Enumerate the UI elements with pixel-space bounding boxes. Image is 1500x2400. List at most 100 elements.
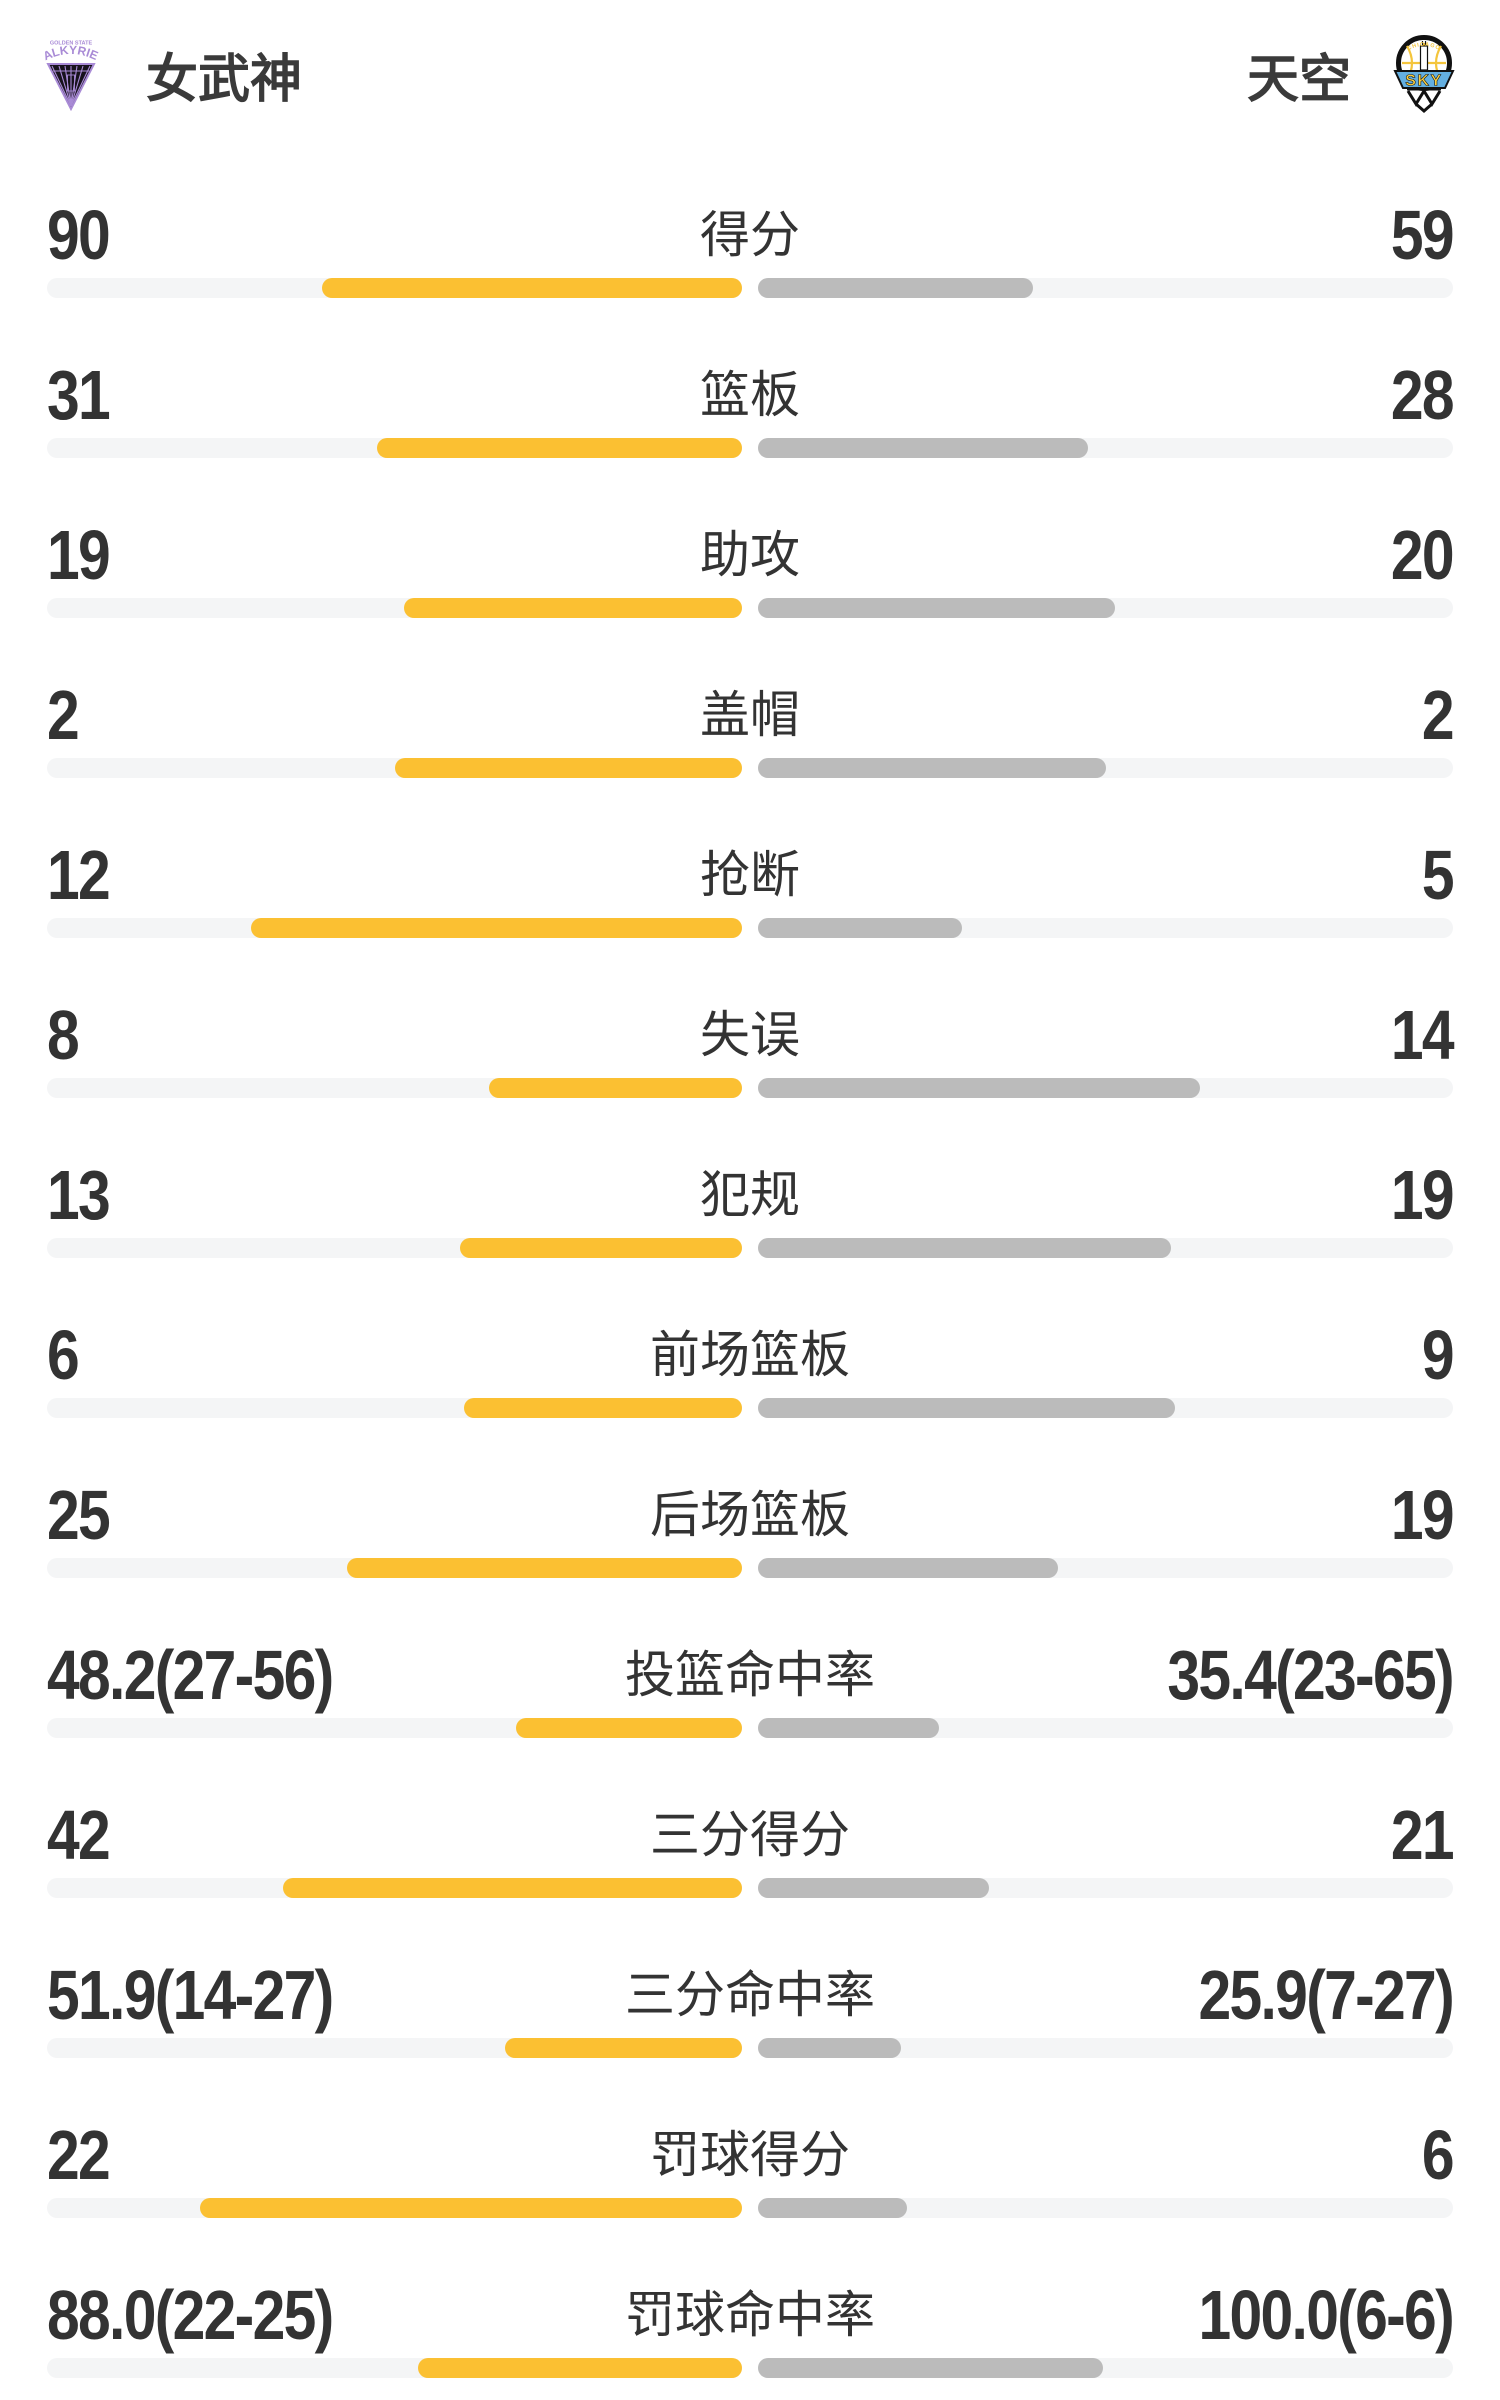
home-bar-fill [394, 758, 742, 778]
home-bar-track [47, 1718, 742, 1738]
away-bar-fill [758, 1398, 1175, 1418]
home-bar-track [47, 438, 742, 458]
sky-logo-top-text: CHICAGO [1407, 42, 1442, 52]
stat-row: 22 罚球得分 6 [47, 2116, 1455, 2218]
away-bar-fill [758, 598, 1115, 618]
away-stat-value: 25.9(7-27) [1198, 1956, 1455, 2034]
valkyries-rays [51, 65, 91, 107]
stat-row: 88.0(22-25) 罚球命中率 100.0(6-6) [47, 2276, 1455, 2378]
home-bar-track [47, 1878, 742, 1898]
stat-row: 51.9(14-27) 三分命中率 25.9(7-27) [47, 1956, 1455, 2058]
stat-label: 盖帽 [700, 687, 800, 743]
stat-label: 罚球得分 [650, 2127, 850, 2183]
home-bar-track [47, 918, 742, 938]
stat-row: 90 得分 59 [47, 200, 1455, 298]
away-team-header[interactable]: 天空 CHICAGO [1247, 35, 1455, 113]
sky-banner [1393, 70, 1455, 89]
away-bar-track [758, 1238, 1453, 1258]
away-bar-track [758, 758, 1453, 778]
home-stat-value: 31 [47, 356, 111, 434]
stats-comparison-list: 90 得分 59 31 篮板 28 19 助攻 [0, 200, 1500, 2378]
away-stat-value: 35.4(23-65) [1167, 1636, 1454, 1714]
home-team-name: 女武神 [146, 50, 303, 109]
stat-row: 48.2(27-56) 投篮命中率 35.4(23-65) [47, 1636, 1455, 1738]
stat-label: 篮板 [700, 367, 800, 423]
away-stat-value: 19 [1390, 1156, 1455, 1234]
stat-row: 31 篮板 28 [47, 356, 1455, 458]
away-bar-track [758, 2038, 1453, 2058]
stat-label: 三分命中率 [625, 1967, 875, 2023]
away-stat-value: 9 [1421, 1316, 1455, 1394]
home-bar-track [47, 1238, 742, 1258]
home-bar-fill [283, 1878, 742, 1898]
stat-label: 三分得分 [650, 1807, 850, 1863]
away-stat-value: 28 [1390, 356, 1455, 434]
sky-net [1406, 87, 1442, 113]
away-bar-track [758, 438, 1453, 458]
away-bar-track [758, 278, 1453, 298]
stat-row: 42 三分得分 21 [47, 1796, 1455, 1898]
away-bar-track [758, 2198, 1453, 2218]
home-stat-value: 88.0(22-25) [47, 2276, 334, 2354]
home-stat-value: 19 [47, 516, 111, 594]
away-team-name: 天空 [1246, 50, 1351, 109]
teams-header: GOLDEN STATE VALKYRIES 女武神 [0, 0, 1500, 113]
home-team-header[interactable]: GOLDEN STATE VALKYRIES 女武神 [38, 37, 302, 112]
stat-row: 8 失误 14 [47, 1000, 1455, 1098]
stat-row: 19 助攻 20 [47, 516, 1455, 618]
home-stat-value: 25 [47, 1476, 111, 1554]
valkyries-logo-top-text: GOLDEN STATE [50, 41, 93, 47]
away-bar-track [758, 1878, 1453, 1898]
stat-row: 25 后场篮板 19 [47, 1476, 1455, 1578]
stat-row: 6 前场篮板 9 [47, 1316, 1455, 1418]
away-bar-fill [758, 438, 1089, 458]
away-bar-fill [758, 1718, 939, 1738]
stat-label: 助攻 [700, 527, 800, 583]
home-stat-value: 13 [47, 1156, 111, 1234]
home-bar-track [47, 2198, 742, 2218]
home-bar-fill [403, 598, 742, 618]
away-bar-track [758, 1718, 1453, 1738]
home-stat-value: 12 [47, 836, 111, 914]
stat-label: 抢断 [700, 847, 800, 903]
stat-label: 前场篮板 [650, 1327, 850, 1383]
stat-label: 失误 [700, 1007, 800, 1063]
home-bar-track [47, 278, 742, 298]
away-bar-track [758, 598, 1453, 618]
stat-row: 2 盖帽 2 [47, 676, 1455, 778]
away-bar-track [758, 1398, 1453, 1418]
away-bar-fill [758, 278, 1034, 298]
home-bar-fill [505, 2038, 742, 2058]
home-bar-track [47, 1398, 742, 1418]
home-bar-fill [418, 2358, 742, 2378]
home-bar-fill [377, 438, 742, 458]
home-bar-fill [199, 2198, 742, 2218]
home-bar-track [47, 1078, 742, 1098]
away-stat-value: 100.0(6-6) [1198, 2276, 1455, 2354]
home-bar-track [47, 2038, 742, 2058]
home-bar-track [47, 1558, 742, 1578]
away-stat-value: 19 [1390, 1476, 1455, 1554]
home-bar-fill [322, 278, 742, 298]
home-stat-value: 22 [47, 2116, 111, 2194]
away-bar-fill [758, 918, 963, 938]
home-stat-value: 42 [47, 1796, 111, 1874]
sky-logo-icon: CHICAGO SKY [1393, 35, 1455, 113]
stat-label: 罚球命中率 [625, 2287, 875, 2343]
home-bar-fill [459, 1238, 742, 1258]
home-stat-value: 48.2(27-56) [47, 1636, 334, 1714]
away-bar-fill [758, 2198, 907, 2218]
home-bar-track [47, 598, 742, 618]
home-bar-fill [251, 918, 742, 938]
away-bar-fill [758, 1878, 990, 1898]
stat-row: 13 犯规 19 [47, 1156, 1455, 1258]
valkyries-logo-icon: GOLDEN STATE VALKYRIES [38, 37, 100, 111]
away-stat-value: 6 [1421, 2116, 1455, 2194]
away-bar-fill [758, 2038, 902, 2058]
away-stat-value: 5 [1421, 836, 1455, 914]
away-stat-value: 2 [1421, 676, 1455, 754]
home-bar-fill [464, 1398, 742, 1418]
sky-logo-main-text: SKY [1405, 73, 1442, 90]
away-bar-fill [758, 2358, 1103, 2378]
